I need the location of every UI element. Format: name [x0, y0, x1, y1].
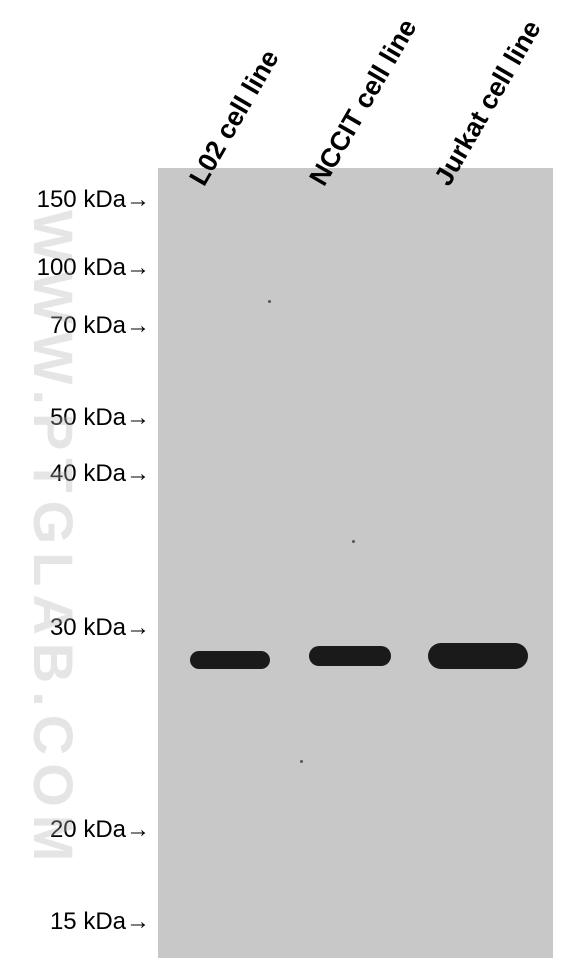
marker-15: 15 kDa→ [50, 908, 150, 936]
band-lane-2 [309, 646, 391, 666]
western-blot-figure: L02 cell line NCCIT cell line Jurkat cel… [0, 0, 580, 962]
lane-labels-group: L02 cell line NCCIT cell line Jurkat cel… [0, 0, 580, 160]
marker-150: 150 kDa→ [37, 186, 150, 214]
lane-label-3: Jurkat cell line [428, 15, 547, 191]
arrow-icon: → [126, 404, 150, 432]
marker-40: 40 kDa→ [50, 460, 150, 488]
arrow-icon: → [126, 312, 150, 340]
arrow-icon: → [126, 816, 150, 844]
arrow-icon: → [126, 614, 150, 642]
marker-50: 50 kDa→ [50, 404, 150, 432]
arrow-icon: → [126, 460, 150, 488]
band-lane-1 [190, 651, 270, 669]
speck [268, 300, 271, 303]
band-lane-3 [428, 643, 528, 669]
arrow-icon: → [126, 908, 150, 936]
speck [352, 540, 355, 543]
watermark-text: WWW.PTGLAB.COM [21, 210, 86, 869]
marker-20: 20 kDa→ [50, 816, 150, 844]
marker-70: 70 kDa→ [50, 312, 150, 340]
speck [300, 760, 303, 763]
lane-label-2: NCCIT cell line [303, 14, 423, 191]
blot-membrane [158, 168, 553, 958]
marker-100: 100 kDa→ [37, 254, 150, 282]
marker-30: 30 kDa→ [50, 614, 150, 642]
arrow-icon: → [126, 186, 150, 214]
arrow-icon: → [126, 254, 150, 282]
